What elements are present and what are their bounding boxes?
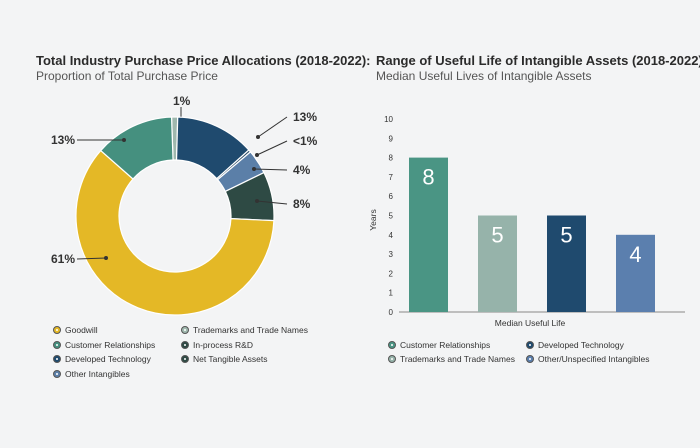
legend-label: Trademarks and Trade Names — [400, 354, 515, 364]
leader-dot — [252, 167, 256, 171]
leader-line — [256, 200, 288, 205]
donut-slice — [99, 116, 174, 180]
bar-value-label: 5 — [560, 223, 572, 248]
slice-label: <1% — [293, 134, 318, 148]
legend-label: Other/Unspecified Intangibles — [538, 354, 650, 364]
legend-label: Customer Relationships — [400, 340, 491, 350]
slice-label: 1% — [173, 94, 191, 108]
donut-slice — [75, 149, 275, 316]
slice-label: 13% — [293, 110, 317, 124]
legend-swatch — [181, 326, 189, 334]
donut-chart-title: Total Industry Purchase Price Allocation… — [36, 53, 371, 68]
bar-value-label: 5 — [491, 223, 503, 248]
legend-item-other-intangibles: Other Intangibles — [53, 369, 130, 379]
legend-item-trademarks: Trademarks and Trade Names — [181, 325, 308, 335]
legend-item-in-process-rd: In-process R&D — [181, 340, 253, 350]
bar — [478, 215, 517, 312]
bar-value-label: 4 — [629, 242, 641, 267]
bar — [409, 157, 448, 312]
legend-swatch — [388, 341, 396, 349]
legend-swatch — [388, 355, 396, 363]
y-tick-label: 9 — [389, 134, 394, 143]
leader-line — [256, 140, 288, 156]
leader-dot — [255, 153, 259, 157]
leader-dot — [122, 138, 126, 142]
bar-chart-title: Range of Useful Life of Intangible Asset… — [376, 53, 700, 68]
legend-swatch — [53, 355, 61, 363]
legend-swatch — [53, 370, 61, 378]
legend-label: In-process R&D — [193, 340, 253, 350]
y-tick-label: 6 — [389, 192, 394, 201]
y-tick-label: 4 — [389, 231, 394, 240]
legend-swatch — [526, 355, 534, 363]
legend-item-developed-technology: Developed Technology — [526, 340, 624, 350]
slice-label: 61% — [51, 252, 75, 266]
legend-swatch — [526, 341, 534, 349]
slice-label: 13% — [51, 133, 75, 147]
y-tick-label: 3 — [389, 250, 394, 259]
bar-chart-subtitle: Median Useful Lives of Intangible Assets — [376, 69, 592, 83]
legend-item-trademarks: Trademarks and Trade Names — [388, 354, 515, 364]
legend-item-customer-relationships: Customer Relationships — [53, 340, 155, 350]
y-tick-label: 0 — [389, 308, 394, 317]
leader-line — [76, 257, 107, 260]
donut-chart: 1% 13% <1% 4% 8% 61% 13% — [51, 94, 318, 316]
y-tick-label: 5 — [389, 212, 394, 221]
bar — [616, 234, 655, 312]
legend-label: Developed Technology — [65, 354, 151, 364]
x-axis-label: Median Useful Life — [495, 318, 566, 328]
bar-legend: Customer Relationships Developed Technol… — [350, 0, 700, 448]
leader-line — [253, 168, 288, 171]
donut-chart-panel: Total Industry Purchase Price Allocation… — [36, 53, 371, 379]
slice-label: 4% — [293, 163, 311, 177]
legend-swatch — [53, 341, 61, 349]
legend-label: Net Tangible Assets — [193, 354, 268, 364]
legend-label: Developed Technology — [538, 340, 624, 350]
legend-label: Trademarks and Trade Names — [193, 325, 308, 335]
legend-swatch — [181, 355, 189, 363]
legend-label: Customer Relationships — [65, 340, 156, 350]
bar-chart-panel: Range of Useful Life of Intangible Asset… — [350, 0, 700, 448]
legend-label: Goodwill — [65, 325, 98, 335]
donut-chart-subtitle: Proportion of Total Purchase Price — [36, 69, 218, 83]
bar-chart: 0 1 2 3 4 5 6 7 8 9 10 Years Median Useful Life 8 5 5 4 — [368, 115, 685, 328]
y-tick-label: 2 — [389, 269, 394, 278]
legend-label: Other Intangibles — [65, 369, 130, 379]
legend-item-developed-technology: Developed Technology — [53, 354, 151, 364]
y-tick-label: 8 — [389, 154, 394, 163]
leader-dot — [255, 199, 259, 203]
legend-item-other-unspecified: Other/Unspecified Intangibles — [526, 354, 650, 364]
donut-legend: Goodwill Trademarks and Trade Names Cust… — [53, 325, 308, 379]
y-tick-label: 1 — [389, 289, 394, 298]
leader-line — [257, 116, 288, 138]
y-tick-label: 10 — [384, 115, 393, 124]
legend-item-goodwill: Goodwill — [53, 325, 98, 335]
legend-swatch — [53, 326, 61, 334]
bar-value-label: 8 — [422, 165, 434, 190]
y-tick-label: 7 — [389, 173, 394, 182]
bar — [547, 215, 586, 312]
legend-item-customer-relationships: Customer Relationships — [388, 340, 490, 350]
slice-label: 8% — [293, 197, 311, 211]
y-axis-label: Years — [368, 209, 378, 230]
legend-item-net-tangible-assets: Net Tangible Assets — [181, 354, 268, 364]
leader-dot — [256, 135, 260, 139]
leader-dot — [104, 256, 108, 260]
legend-swatch — [181, 341, 189, 349]
